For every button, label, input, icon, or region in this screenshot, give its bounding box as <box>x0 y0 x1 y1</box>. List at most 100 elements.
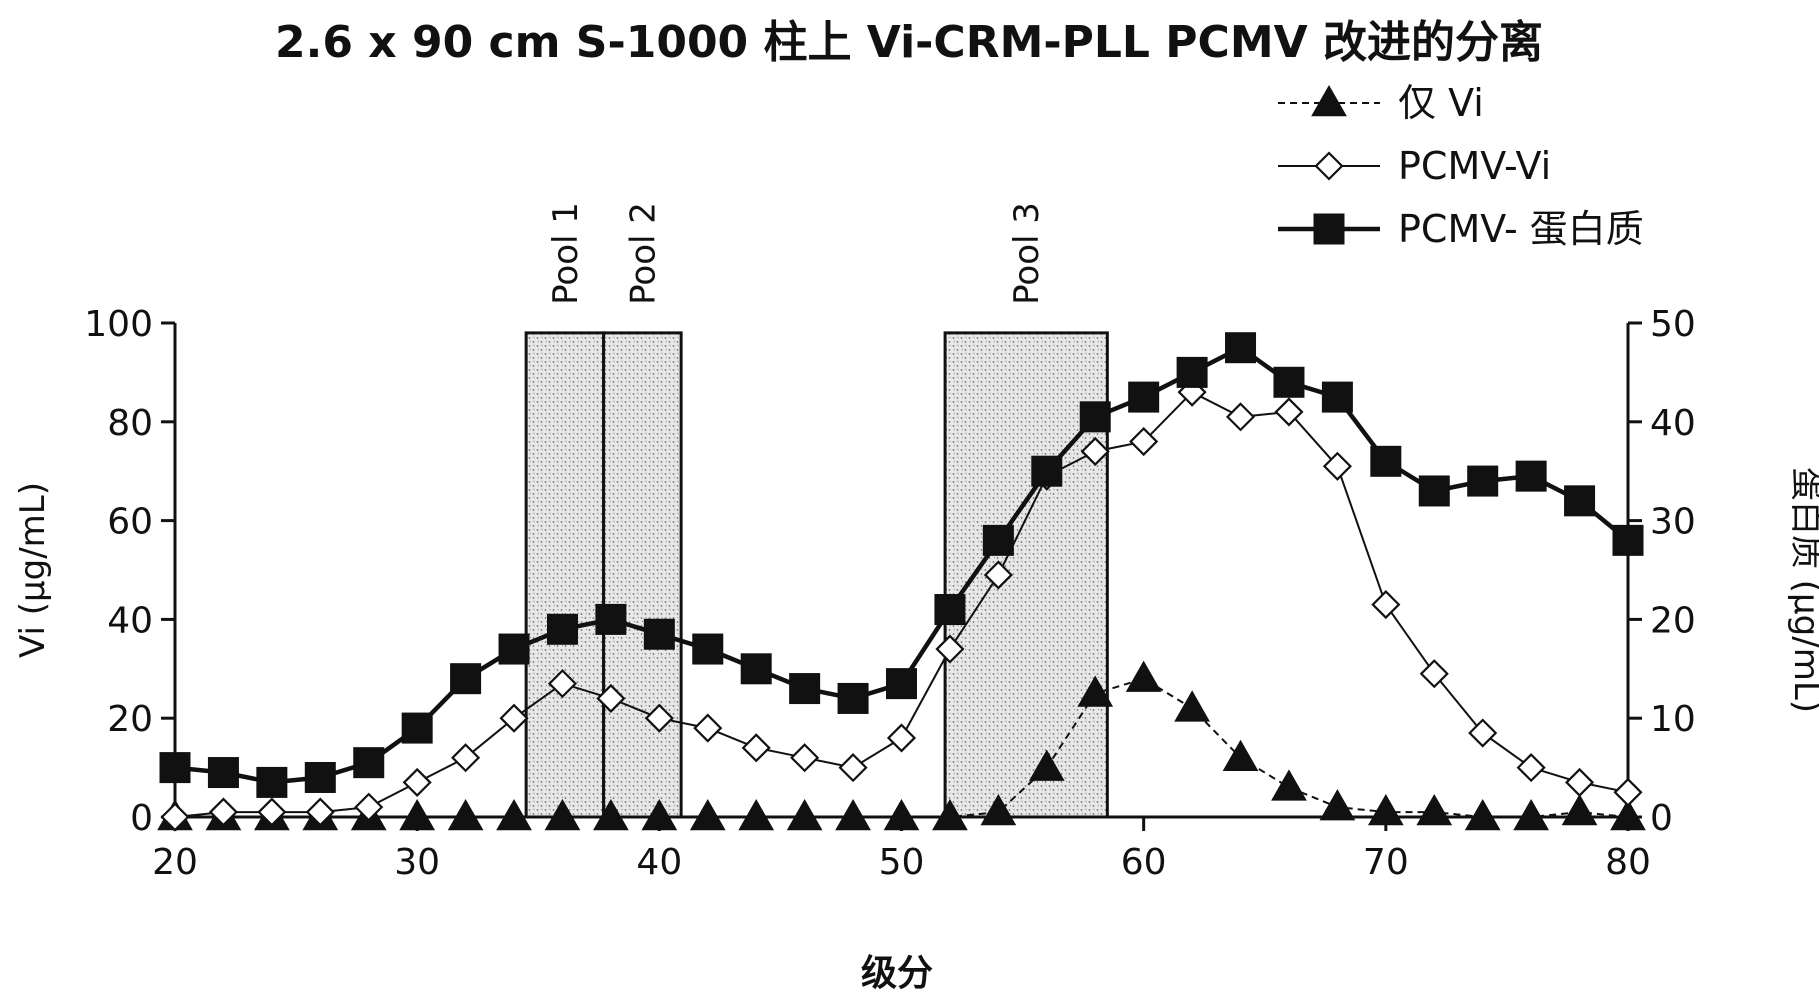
y-right-tick-label: 30 <box>1650 502 1696 543</box>
data-point <box>935 595 965 625</box>
legend-label: PCMV-Vi <box>1398 144 1551 188</box>
x-tick-label: 70 <box>1363 842 1409 883</box>
data-point <box>1224 741 1258 771</box>
data-point <box>1371 446 1401 476</box>
data-point <box>1322 382 1352 412</box>
data-point <box>257 767 287 797</box>
data-point <box>160 753 190 783</box>
data-point <box>354 748 384 778</box>
x-tick-label: 40 <box>636 842 682 883</box>
data-point <box>499 634 529 664</box>
data-point <box>596 604 626 634</box>
data-point <box>1419 476 1449 506</box>
data-point <box>1373 592 1399 618</box>
y-axis-label-right: 蛋白质 (µg/mL) <box>1786 467 1819 713</box>
data-point <box>1320 790 1354 820</box>
series-layer <box>158 333 1645 830</box>
data-point <box>1274 367 1304 397</box>
y-left-tick-label: 80 <box>107 403 153 444</box>
data-point <box>402 713 432 743</box>
data-point <box>1468 466 1498 496</box>
data-point <box>1615 779 1641 805</box>
y-left-tick-label: 40 <box>107 600 153 641</box>
data-point <box>1032 456 1062 486</box>
data-point <box>1127 662 1161 692</box>
data-point <box>305 762 335 792</box>
data-point <box>792 745 818 771</box>
data-point <box>453 745 479 771</box>
y-right-tick-label: 20 <box>1650 600 1696 641</box>
legend-label: 仅 Vi <box>1398 81 1484 125</box>
pool-region <box>526 333 603 817</box>
data-point <box>1516 461 1546 491</box>
y-left-tick-label: 60 <box>107 502 153 543</box>
data-point <box>838 683 868 713</box>
data-point <box>739 800 773 830</box>
data-point <box>1175 691 1209 721</box>
data-point <box>404 769 430 795</box>
data-point <box>1226 333 1256 363</box>
data-point <box>1563 795 1597 825</box>
data-point <box>885 800 919 830</box>
data-point <box>644 619 674 649</box>
legend-marker <box>1316 153 1342 179</box>
y-right-tick-label: 0 <box>1650 798 1673 839</box>
data-point <box>788 800 822 830</box>
x-tick-label: 30 <box>394 842 440 883</box>
legend: 仅 Vi PCMV-Vi PCMV- 蛋白质 <box>1278 81 1644 251</box>
data-point <box>1417 795 1451 825</box>
data-point <box>1177 357 1207 387</box>
pool-label: Pool 1 <box>546 202 586 305</box>
legend-marker <box>1312 86 1346 116</box>
data-point <box>887 669 917 699</box>
y-right-tick-label: 40 <box>1650 403 1696 444</box>
data-point <box>693 634 723 664</box>
x-tick-label: 20 <box>152 842 198 883</box>
data-point <box>741 654 771 684</box>
data-point <box>691 800 725 830</box>
data-point <box>1613 525 1643 555</box>
series-line <box>175 348 1628 783</box>
legend-label: PCMV- 蛋白质 <box>1398 207 1644 251</box>
axes: 2030405060708002040608010001020304050 <box>84 304 1696 883</box>
y-left-tick-label: 0 <box>130 798 153 839</box>
x-tick-label: 50 <box>879 842 925 883</box>
data-point <box>1272 770 1306 800</box>
data-point <box>1129 382 1159 412</box>
data-point <box>1080 402 1110 432</box>
data-point <box>501 705 527 731</box>
x-tick-label: 60 <box>1121 842 1167 883</box>
data-point <box>547 614 577 644</box>
data-point <box>840 755 866 781</box>
data-point <box>1228 404 1254 430</box>
y-left-tick-label: 20 <box>107 699 153 740</box>
data-point <box>1470 720 1496 746</box>
x-axis-label: 级分 <box>861 953 933 994</box>
y-right-tick-label: 50 <box>1650 304 1696 345</box>
series-line <box>175 392 1628 817</box>
y-right-tick-label: 10 <box>1650 699 1696 740</box>
data-point <box>400 800 434 830</box>
data-point <box>1567 769 1593 795</box>
pool-label: Pool 2 <box>623 202 663 305</box>
data-point <box>743 735 769 761</box>
data-point <box>1565 486 1595 516</box>
data-point <box>449 800 483 830</box>
data-point <box>695 715 721 741</box>
data-point <box>1421 661 1447 687</box>
legend-marker <box>1314 214 1344 244</box>
data-point <box>983 525 1013 555</box>
data-point <box>889 725 915 751</box>
data-point <box>836 800 870 830</box>
pool-region <box>604 333 681 817</box>
data-point <box>1518 755 1544 781</box>
data-point <box>790 674 820 704</box>
pool-label: Pool 3 <box>1007 202 1047 305</box>
x-tick-label: 80 <box>1605 842 1651 883</box>
y-left-tick-label: 100 <box>84 304 153 345</box>
data-point <box>451 664 481 694</box>
y-axis-label-left: Vi (µg/mL) <box>13 482 53 658</box>
data-point <box>208 758 238 788</box>
chart-title: 2.6 x 90 cm S-1000 柱上 Vi-CRM-PLL PCMV 改进… <box>275 17 1543 68</box>
